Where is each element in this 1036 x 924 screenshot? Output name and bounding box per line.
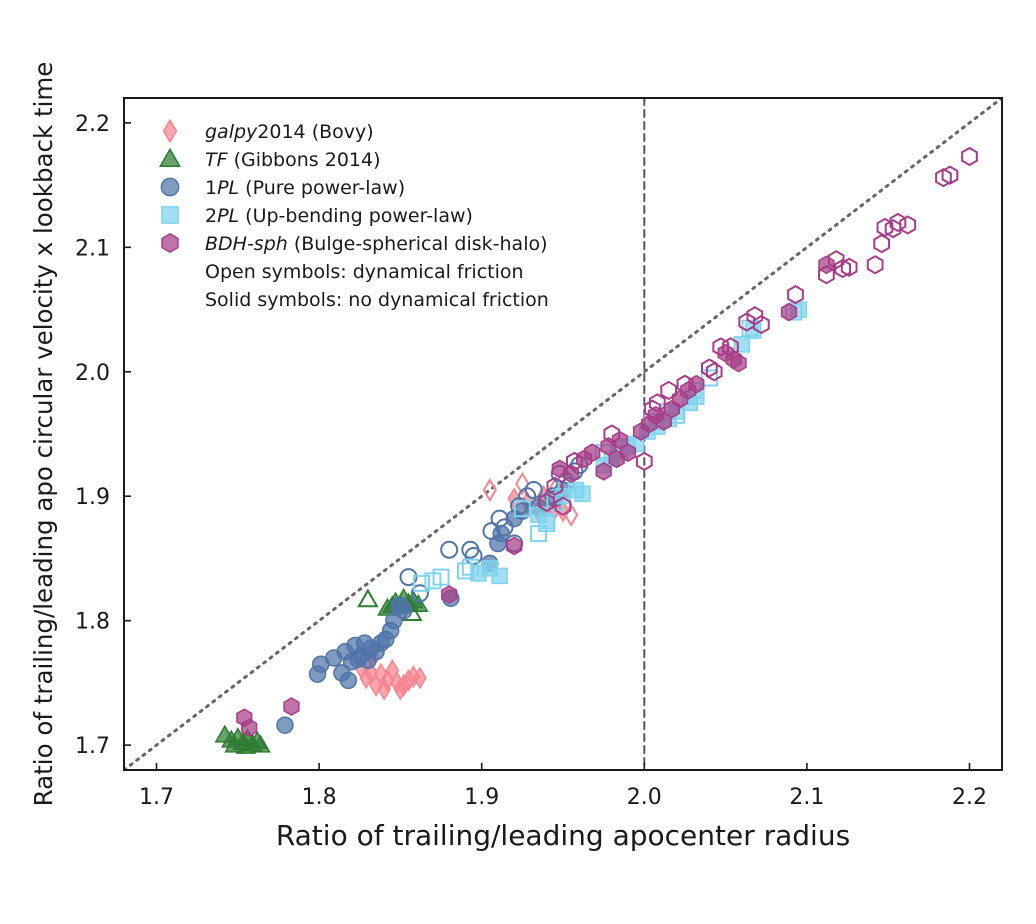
- bdh-open-point: [840, 257, 858, 277]
- 2pl-solid-point: [491, 567, 508, 585]
- legend-marker-galpy: [162, 118, 178, 144]
- legend-label-2pl: 2PL (Up-bending power-law): [205, 205, 473, 227]
- bdh-open-point: [935, 167, 952, 188]
- bdh-open-point: [705, 362, 723, 382]
- bdh-open-point: [546, 476, 564, 496]
- y-axis-label: Ratio of trailing/leading apo circular v…: [29, 62, 58, 807]
- bdh-solid-point: [595, 461, 612, 481]
- 1pl-open-point: [410, 584, 429, 603]
- bdh-solid-point: [619, 443, 637, 463]
- y-tick-label: 1.7: [75, 734, 110, 759]
- bdh-open-point: [899, 215, 917, 235]
- bdh-open-point: [738, 312, 756, 332]
- bdh-solid-point: [584, 443, 601, 463]
- legend-label-tf: TF (Gibbons 2014): [205, 149, 381, 171]
- x-tick-label: 1.9: [464, 785, 499, 810]
- tf-solid-point: [250, 734, 271, 753]
- legend-label-1pl: 1PL (Pure power-law): [205, 177, 405, 199]
- legend-label-galpy: galpy2014 (Bovy): [205, 121, 374, 143]
- bdh-open-point: [538, 492, 556, 513]
- y-tick-label: 2.1: [75, 236, 110, 261]
- 2pl-open-point: [413, 574, 431, 592]
- one-to-one-line: [124, 98, 1002, 770]
- legend-label-bdh: BDH-sph (Bulge-spherical disk-halo): [205, 233, 548, 255]
- galpy-solid-point: [413, 666, 427, 690]
- bdh-solid-point: [283, 697, 300, 716]
- bdh-open-point: [866, 255, 884, 275]
- 1pl-open-point: [524, 481, 543, 499]
- 1pl-solid-point: [492, 524, 510, 543]
- y-tick-label: 1.9: [75, 485, 110, 510]
- x-tick-label: 2.1: [789, 785, 824, 810]
- tf-solid-point: [235, 735, 257, 754]
- legend-note: Open symbols: dynamical friction: [205, 261, 524, 283]
- legend-note: Solid symbols: no dynamical friction: [205, 289, 549, 311]
- legend-marker-tf: [158, 147, 182, 168]
- bdh-open-point: [660, 380, 678, 401]
- 1pl-solid-point: [394, 601, 413, 620]
- galpy-solid-point: [377, 677, 392, 701]
- bdh-open-point: [554, 496, 572, 516]
- 1pl-open-point: [440, 540, 459, 559]
- legend-marker-1pl: [160, 177, 180, 197]
- bdh-open-point: [635, 451, 653, 472]
- bdh-solid-point: [506, 536, 523, 556]
- 1pl-solid-point: [276, 716, 294, 734]
- bdh-solid-point: [441, 585, 458, 604]
- y-tick-label: 2.0: [75, 361, 110, 386]
- plot-frame: [123, 97, 1003, 771]
- bdh-open-point: [787, 284, 804, 305]
- bdh-solid-point: [818, 255, 835, 275]
- bdh-open-point: [873, 233, 891, 254]
- bdh-open-point: [700, 358, 718, 378]
- bdh-open-point: [753, 314, 770, 335]
- 2pl-solid-point: [574, 485, 591, 502]
- bdh-solid-point: [730, 353, 747, 373]
- galpy-solid-point: [393, 677, 408, 701]
- bdh-solid-point: [688, 374, 705, 394]
- 2pl-open-point: [432, 568, 450, 586]
- data-markers: [214, 146, 978, 754]
- legend-marker-bdh: [161, 232, 179, 254]
- galpy-open-point: [482, 478, 497, 502]
- bdh-solid-point: [611, 430, 629, 450]
- bdh-open-point: [876, 217, 894, 238]
- bdh-open-point: [961, 146, 978, 167]
- 1pl-open-point: [399, 568, 418, 587]
- x-tick-label: 2.2: [952, 785, 987, 810]
- 2pl-solid-point: [538, 512, 555, 530]
- galpy-solid-point: [556, 499, 570, 523]
- bdh-open-point: [834, 258, 852, 279]
- bdh-open-point: [818, 265, 835, 285]
- x-tick-label: 2.0: [627, 785, 662, 810]
- series-bdh: [236, 146, 978, 738]
- galpy-open-point: [515, 471, 530, 496]
- bdh-solid-point: [780, 302, 798, 322]
- legend-marker-2pl: [161, 206, 179, 224]
- tf-solid-point: [408, 593, 429, 612]
- bdh-solid-point: [241, 718, 258, 738]
- x-axis-label: Ratio of trailing/leading apocenter radi…: [276, 819, 850, 852]
- 1pl-solid-point: [339, 671, 358, 690]
- tf-open-point: [357, 588, 379, 608]
- y-tick-label: 1.8: [75, 610, 110, 635]
- axis-ticks: 1.7 1.8 1.9 2.0 2.1 2.2 1.7 1.8 1.9 2.0 2.1 2.2: [75, 112, 987, 810]
- x-tick-label: 1.8: [302, 785, 337, 810]
- y-tick-label: 2.2: [75, 112, 110, 137]
- 2pl-solid-point: [733, 336, 751, 353]
- bdh-open-point: [941, 165, 959, 185]
- x-tick-label: 1.7: [139, 785, 174, 810]
- bdh-solid-point: [563, 464, 580, 484]
- legend: galpy2014 (Bovy) TF (Gibbons 2014) 1PL (Pu…: [158, 118, 549, 311]
- 2pl-open-point: [513, 500, 531, 518]
